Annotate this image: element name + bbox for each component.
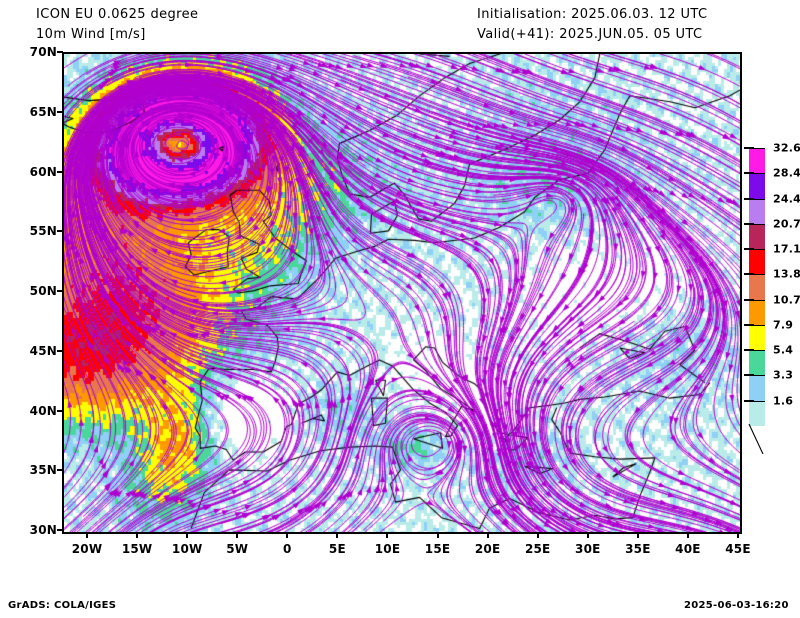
- longitude-tick-label: 5W: [226, 542, 249, 556]
- colorbar-tick-label: 20.7: [773, 217, 800, 231]
- colorbar-tick-label: 28.4: [773, 166, 800, 180]
- colorbar-tick-mark: [744, 374, 754, 377]
- longitude-tick-mark: [536, 532, 539, 538]
- latitude-tick-label: 70N: [29, 45, 57, 59]
- longitude-tick-label: 40E: [675, 542, 701, 556]
- colorbar-band: [749, 400, 765, 426]
- model-title: ICON EU 0.0625 degree: [36, 7, 199, 22]
- latitude-tick-mark: [57, 230, 63, 233]
- longitude-tick-label: 0: [283, 542, 292, 556]
- latitude-tick-label: 45N: [29, 343, 57, 358]
- colorbar-band: [749, 375, 765, 401]
- colorbar-band: [749, 299, 765, 325]
- colorbar-band: [749, 148, 765, 174]
- generation-timestamp: 2025-06-03-16:20: [684, 600, 789, 611]
- colorbar-tick-label: 5.4: [773, 343, 794, 357]
- latitude-tick-mark: [57, 170, 63, 173]
- colorbar-band: [749, 350, 765, 376]
- latitude-tick-label: 30N: [29, 523, 57, 537]
- credit-label: GrADS: COLA/IGES: [8, 600, 117, 611]
- colorbar-tick-label: 17.1: [773, 242, 800, 256]
- longitude-tick-label: 20E: [474, 542, 501, 556]
- latitude-tick-label: 40N: [29, 403, 57, 418]
- longitude-tick-label: 5E: [328, 542, 346, 556]
- colorbar-tick-label: 7.9: [773, 318, 794, 332]
- longitude-tick-label: 10W: [171, 542, 203, 556]
- latitude-axis: 70N 65N 60N 55N 50N 45N 40N 35N 30N: [0, 45, 63, 537]
- longitude-tick-label: 10E: [374, 542, 401, 556]
- colorbar-tick-mark: [744, 399, 754, 402]
- colorbar-band: [749, 249, 765, 275]
- wind-field-heatmap: [64, 54, 740, 532]
- latitude-tick-mark: [57, 51, 63, 53]
- longitude-tick-mark: [336, 532, 339, 538]
- longitude-tick-mark: [86, 532, 89, 538]
- colorbar-tick-mark: [744, 197, 754, 200]
- longitude-axis: 20W 15W 10W 5W 0 5E 10E 15E 20E 25E 30E 35E 40E 45E: [62, 532, 751, 562]
- colorbar-band: [749, 274, 765, 300]
- colorbar-tick-mark: [744, 147, 754, 149]
- latitude-tick-label: 55N: [29, 224, 57, 239]
- longitude-tick-label: 15W: [121, 542, 153, 556]
- valid-time: Valid(+41): 2025.JUN.05. 05 UTC: [477, 27, 703, 42]
- colorbar-tick-label: 1.6: [773, 394, 794, 408]
- colorbar-tick-label: 10.7: [773, 293, 800, 307]
- colorbar-tick-label: 13.8: [773, 267, 800, 281]
- longitude-tick-mark: [436, 532, 439, 538]
- initialisation-time: Initialisation: 2025.06.03. 12 UTC: [477, 7, 708, 22]
- latitude-tick-label: 35N: [29, 463, 57, 478]
- longitude-tick-mark: [586, 532, 589, 538]
- map-plot-area[interactable]: [62, 52, 742, 534]
- longitude-tick-label: 35E: [625, 542, 651, 556]
- latitude-tick-label: 50N: [29, 284, 57, 298]
- colorbar-tick-label: 24.4: [773, 192, 800, 206]
- colorbar-tick-mark: [744, 273, 754, 276]
- longitude-tick-mark: [636, 532, 639, 538]
- colorbar-tick-mark: [744, 349, 754, 352]
- latitude-tick-mark: [57, 529, 63, 531]
- colorbar-tick-label: 3.3: [773, 368, 794, 382]
- longitude-tick-label: 30E: [575, 542, 601, 556]
- latitude-tick-mark: [57, 290, 63, 292]
- colorbar-band: [749, 173, 765, 199]
- colorbar-band: [749, 324, 765, 351]
- latitude-tick-label: 60N: [29, 164, 57, 179]
- variable-title: 10m Wind [m/s]: [36, 27, 146, 42]
- longitude-tick-mark: [486, 532, 489, 538]
- colorbar-tick-mark: [744, 248, 754, 251]
- wind-speed-colorbar: 1.6 3.3 5.4 7.9 10.7 13.8 17.1 20.7 24.4 28.4 32.6: [744, 142, 800, 426]
- colorbar-band: [749, 223, 765, 250]
- latitude-tick-mark: [57, 409, 63, 412]
- longitude-tick-mark: [737, 532, 739, 538]
- longitude-tick-mark: [186, 532, 189, 538]
- colorbar-tick-mark: [744, 172, 754, 175]
- latitude-tick-mark: [57, 349, 63, 352]
- colorbar-tick-mark: [744, 222, 754, 225]
- colorbar-band: [749, 198, 765, 224]
- colorbar-tick-label: 32.6: [773, 141, 800, 155]
- longitude-tick-label: 25E: [524, 542, 551, 556]
- latitude-tick-label: 65N: [29, 104, 57, 119]
- colorbar-tick-mark: [744, 323, 754, 326]
- longitude-tick-mark: [386, 532, 389, 538]
- latitude-tick-mark: [57, 110, 63, 113]
- longitude-tick-mark: [236, 532, 239, 538]
- colorbar-tick-mark: [744, 298, 754, 301]
- colorbar-under-tail: [748, 424, 764, 454]
- latitude-tick-mark: [57, 469, 63, 472]
- longitude-tick-mark: [136, 532, 139, 538]
- longitude-tick-label: 20W: [71, 542, 103, 556]
- longitude-tick-mark: [286, 532, 289, 538]
- longitude-tick-mark: [686, 532, 689, 538]
- longitude-tick-label: 15E: [424, 542, 451, 556]
- longitude-tick-label: 45E: [725, 542, 751, 556]
